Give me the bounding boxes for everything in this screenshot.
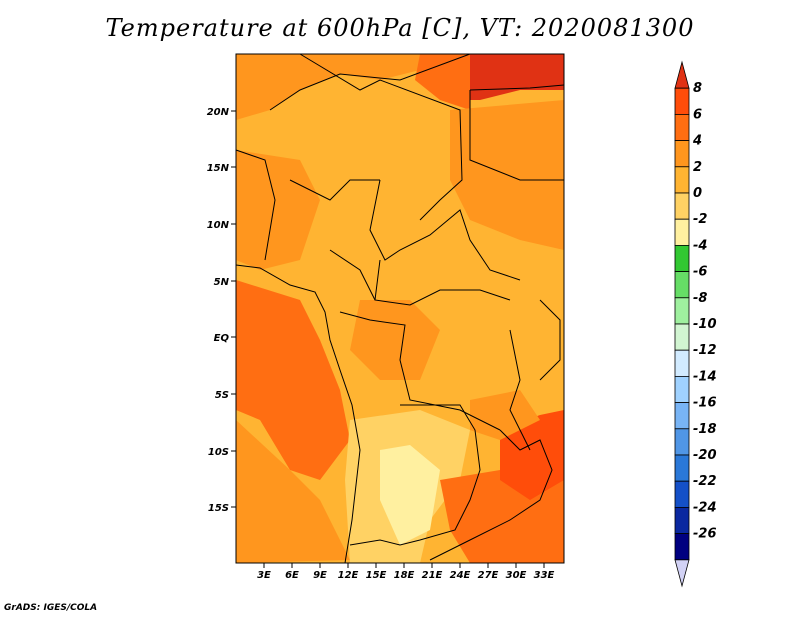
temp-region-atlantic (236, 280, 350, 480)
colorbar-swatch (674, 349, 690, 377)
colorbar-swatch (674, 533, 690, 561)
colorbar-label: -6 (693, 265, 707, 280)
colorbar-label: -2 (693, 212, 707, 227)
coastline (235, 264, 361, 564)
lat-label: EQ (214, 333, 230, 344)
colorbar-label: 8 (693, 81, 702, 96)
colorbar-label: -14 (693, 369, 717, 384)
lat-label: 15S (208, 503, 229, 514)
lon-label: 9E (313, 570, 327, 581)
lat-ticks (231, 110, 236, 508)
lat-label: 10S (208, 447, 229, 458)
lat-label: 10N (207, 220, 230, 231)
colorbar-label: -24 (693, 500, 717, 515)
colorbar-label: -4 (693, 238, 707, 253)
lon-label: 3E (257, 570, 271, 581)
colorbar-swatch (674, 271, 690, 299)
colorbar-swatch (674, 140, 690, 168)
colorbar-label: -22 (693, 474, 717, 489)
colorbar-top-arrow (674, 60, 690, 89)
lon-label: 6E (285, 570, 299, 581)
colorbar-swatch (674, 506, 690, 534)
lon-ticks (263, 563, 545, 568)
lat-label: 5S (215, 390, 229, 401)
colorbar-label: 4 (692, 134, 702, 149)
colorbar-label: -12 (693, 343, 717, 358)
lat-labels: 20N 15N 10N 5N EQ 5S 10S 15S (207, 107, 230, 514)
map-title: Temperature at 600hPa [C], VT: 202008130… (105, 14, 695, 42)
lon-label: 21E (422, 570, 443, 581)
lon-label: 15E (366, 570, 387, 581)
map-borders (235, 53, 565, 564)
lon-label: 30E (506, 570, 527, 581)
temp-region-malawi (500, 410, 564, 500)
lat-label: 15N (207, 163, 230, 174)
colorbar-swatch (674, 166, 690, 194)
colorbar-label: -18 (693, 422, 717, 437)
colorbar-swatch (674, 375, 690, 403)
colorbar-swatch (674, 428, 690, 456)
colorbar-swatch (674, 192, 690, 220)
temp-region-southwest (236, 420, 350, 563)
lat-label: 20N (207, 107, 230, 118)
colorbar-label: -16 (693, 396, 717, 411)
colorbar-label: -20 (693, 448, 717, 463)
map-frame (235, 53, 565, 564)
colorbar-swatch (674, 402, 690, 430)
lon-label: 33E (534, 570, 555, 581)
temp-region-west-sahel (236, 150, 320, 270)
lon-labels: 3E 6E 9E 12E 15E 18E 21E 24E 27E 30E 33E (257, 570, 554, 581)
colorbar: 8 6 4 2 0 -2 -4 -6 -8 -10 -12 -14 -16 -18 -20 -22 -24 -26 (674, 60, 717, 588)
temp-region-north-hot (415, 54, 470, 110)
temp-region-tanzania (470, 390, 540, 440)
grads-credit: GrADS: IGES/COLA (4, 603, 98, 613)
temp-region-north (236, 54, 470, 120)
colorbar-swatch (674, 480, 690, 508)
temp-region-northeast-hot (470, 54, 564, 100)
colorbar-swatch (674, 87, 690, 115)
lon-label: 18E (394, 570, 415, 581)
colorbar-swatch (674, 323, 690, 351)
colorbar-label: -10 (693, 317, 717, 332)
map-plot (235, 53, 565, 564)
colorbar-swatch (674, 244, 690, 272)
colorbar-bottom-arrow (674, 559, 690, 588)
colorbar-swatch (674, 454, 690, 482)
lat-label: 5N (214, 277, 230, 288)
temp-region-angola-cool (380, 445, 440, 545)
colorbar-swatch (674, 218, 690, 246)
lon-label: 12E (338, 570, 359, 581)
colorbar-label: 2 (693, 160, 702, 175)
colorbar-label: -8 (693, 291, 707, 306)
lon-label: 27E (478, 570, 499, 581)
colorbar-label: 6 (693, 107, 702, 122)
colorbar-swatch (674, 114, 690, 142)
colorbar-swatch (674, 297, 690, 325)
colorbar-label: -26 (693, 527, 717, 542)
colorbar-label: 0 (693, 186, 702, 201)
lon-label: 24E (450, 570, 471, 581)
